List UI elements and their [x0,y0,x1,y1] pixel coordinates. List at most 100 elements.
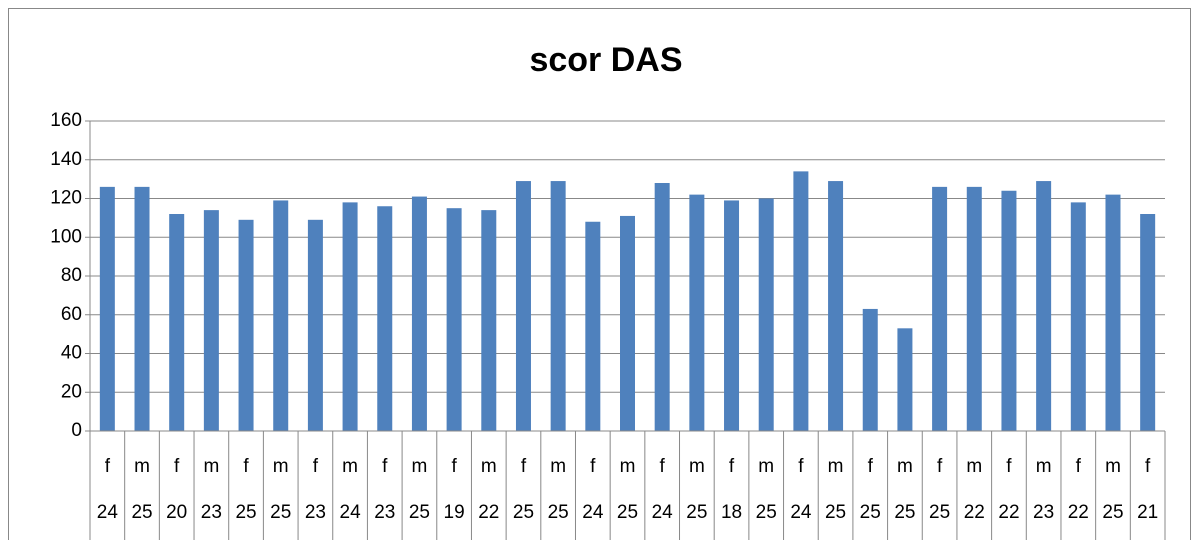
bar [481,210,497,431]
y-tick-label: 160 [50,110,82,131]
x-tick-label: 24 [582,502,604,523]
y-tick-label: 40 [61,343,82,364]
bar [134,186,150,431]
x-tick-label: f [798,456,804,477]
x-tick-label: f [937,456,943,477]
chart-title: scor DAS [529,41,682,79]
bar [897,328,913,431]
y-tick-label: 100 [50,226,82,247]
bar [1070,202,1086,431]
bar [793,171,809,431]
bar [307,219,323,431]
x-tick-label: f [660,456,666,477]
bar [515,181,531,431]
x-tick-label: 24 [652,502,674,523]
bar [342,202,358,431]
bar [654,183,670,431]
x-tick-label: 25 [270,502,291,523]
x-tick-label: m [342,456,358,477]
bar [169,214,185,431]
bar [585,221,601,431]
x-tick-label: m [689,456,705,477]
bar [273,200,289,431]
x-tick-label: 18 [721,502,742,523]
x-tick-label: m [897,456,913,477]
x-tick-label: 25 [894,502,915,523]
x-tick-label: m [412,456,428,477]
x-tick-label: 22 [478,502,499,523]
x-tick-label: 24 [790,502,812,523]
x-tick-label: f [521,456,527,477]
x-tick-label: 25 [513,502,534,523]
x-tick-label: m [481,456,497,477]
x-tick-label: 22 [998,502,1019,523]
x-tick-label: 25 [860,502,881,523]
x-tick-label: f [382,456,388,477]
x-tick-label: m [828,456,844,477]
x-tick-label: f [868,456,874,477]
x-tick-label: f [313,456,319,477]
bar [1105,194,1121,431]
y-tick-label: 20 [61,381,82,402]
bar [1036,181,1052,431]
x-tick-label: 20 [166,502,187,523]
x-tick-label: 25 [409,502,430,523]
y-tick-label: 120 [50,188,82,209]
x-tick-label: m [620,456,636,477]
x-tick-label: f [174,456,180,477]
bar [377,206,393,431]
bar [862,308,878,431]
x-tick-label: 25 [756,502,777,523]
bar [1001,190,1017,431]
bar [620,215,635,431]
x-tick-label: 24 [340,502,362,523]
x-tick-label: 25 [686,502,707,523]
bar [828,181,844,431]
x-tick-label: f [451,456,457,477]
bar [758,198,774,431]
x-tick-label: m [758,456,774,477]
x-tick-label: 22 [1068,502,1089,523]
bar [411,196,427,431]
x-tick-label: 25 [617,502,638,523]
bar [203,210,219,431]
bar [1140,214,1156,431]
x-tick-label: m [966,456,982,477]
x-tick-label: 25 [548,502,569,523]
bar [446,208,462,431]
x-tick-label: f [1145,456,1151,477]
bar [966,186,982,431]
x-tick-label: 23 [1033,502,1054,523]
y-tick-label: 0 [71,420,82,441]
x-tick-label: m [203,456,219,477]
x-tick-label: m [134,456,150,477]
x-tick-label: 24 [97,502,119,523]
x-tick-label: f [243,456,249,477]
x-tick-label: m [550,456,566,477]
x-tick-label: 25 [235,502,256,523]
bar [550,181,566,431]
bar [238,219,254,431]
x-tick-label: 23 [201,502,222,523]
x-tick-label: f [1006,456,1012,477]
x-tick-label: f [1076,456,1082,477]
x-tick-label: 23 [305,502,326,523]
x-tick-label: f [590,456,596,477]
bar [724,200,740,431]
x-tick-label: m [1105,456,1121,477]
x-tick-label: 25 [825,502,846,523]
x-tick-label: m [1036,456,1052,477]
x-tick-label: 21 [1137,502,1158,523]
x-tick-label: 22 [964,502,985,523]
y-tick-label: 140 [50,149,82,170]
x-tick-label: f [105,456,111,477]
x-tick-label: 23 [374,502,395,523]
bar [689,194,705,431]
y-tick-label: 80 [61,265,82,286]
x-tick-label: 25 [1102,502,1123,523]
x-tick-label: f [729,456,735,477]
x-tick-label: m [273,456,289,477]
bar [932,186,948,431]
